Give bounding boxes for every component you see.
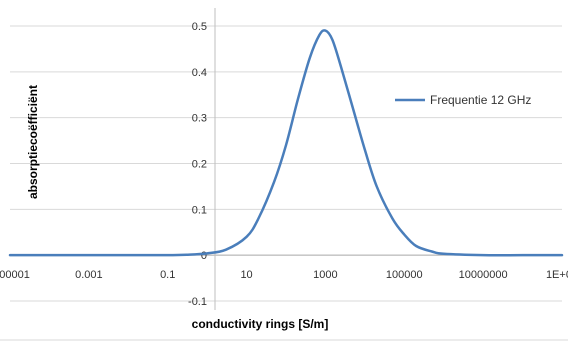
y-tick-label: 0 [201,250,207,262]
y-tick-label: 0.5 [192,21,207,33]
y-tick-label: 0.4 [192,67,207,79]
x-tick-label: 0.001 [75,269,103,281]
x-tick-label: 10000000 [459,269,508,281]
series-line-frequentie-12ghz [8,29,564,257]
x-tick-label: 1000 [313,269,337,281]
x-tick-labels: 0.00001 0.001 0.1 10 1000 100000 10000000 1E+09 [0,269,568,281]
legend-label: Frequentie 12 GHz [430,93,531,107]
x-tick-label: 0.00001 [0,269,30,281]
y-axis-title: absorptiecoëfficiënt [26,85,40,199]
gridlines [10,25,562,302]
legend: Frequentie 12 GHz [395,93,531,107]
x-tick-label: 100000 [386,269,423,281]
y-tick-label: 0.1 [192,204,207,216]
x-tick-label: 1E+09 [546,269,568,281]
x-tick-label: 10 [240,269,252,281]
y-tick-label: -0.1 [188,296,207,308]
x-axis-title: conductivity rings [S/m] [192,317,329,331]
y-tick-label: 0.3 [192,113,207,125]
y-tick-label: 0.2 [192,159,207,171]
y-tick-labels: -0.1 0 0.1 0.2 0.3 0.4 0.5 [188,21,207,308]
x-tick-label: 0.1 [160,269,175,281]
